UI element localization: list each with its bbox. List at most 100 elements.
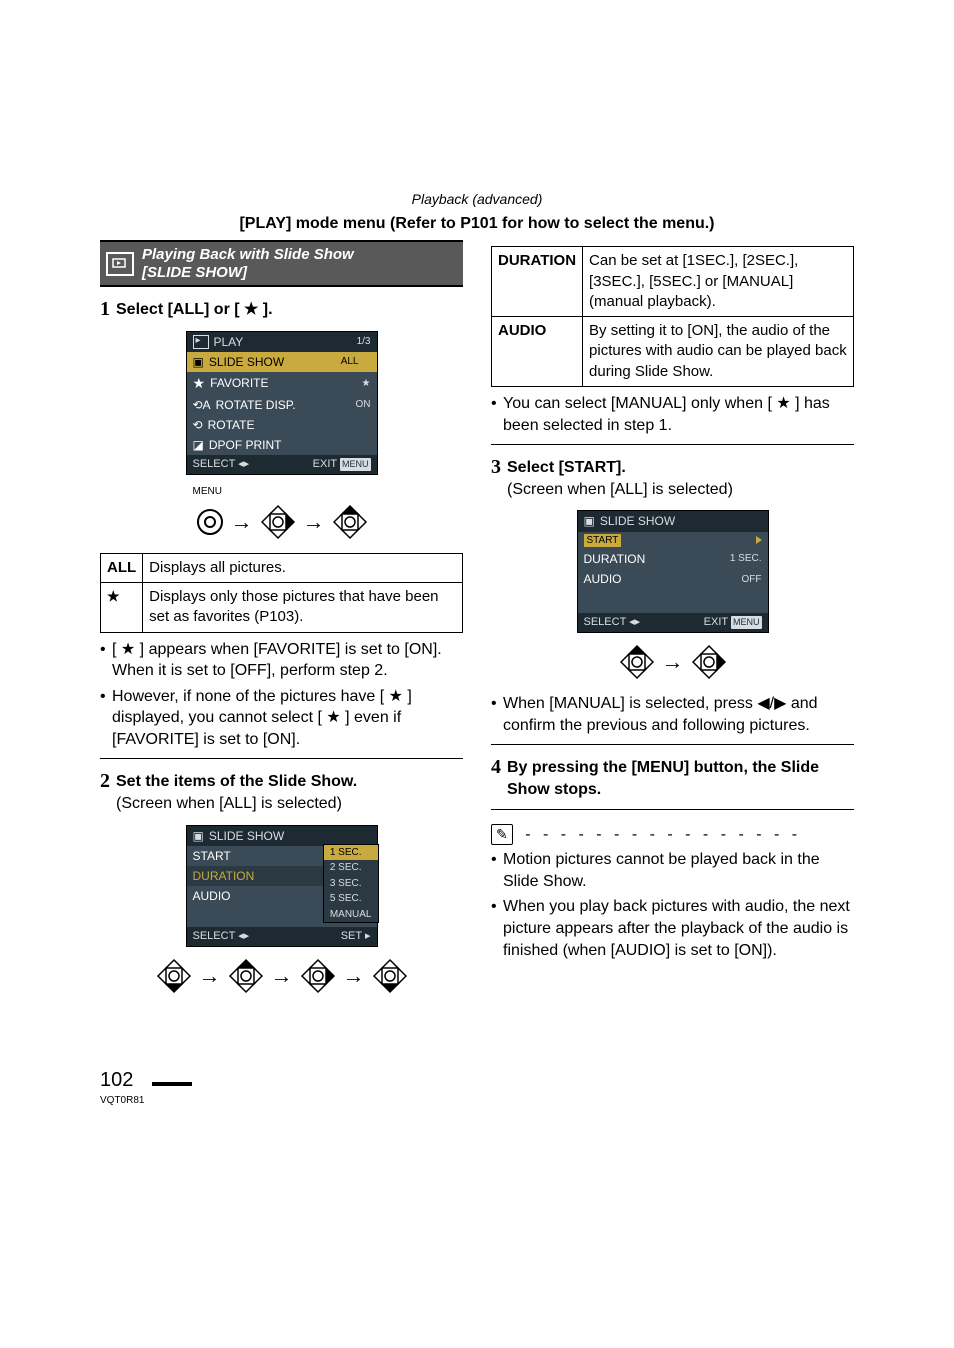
dpad-icon [299,957,337,995]
dashed-rule: - - - - - - - - - - - - - - - - [525,824,801,846]
dpad-icon [690,643,728,681]
arrow-icon [271,961,293,991]
lcd2-footer-mid: SET [341,930,362,942]
all-star-table: ALL Displays all pictures. ★ Displays on… [100,553,463,633]
step-3: 3 Select [START]. (Screen when [ALL] is … [491,457,854,500]
nav-pad-sequence-1 [187,503,377,541]
step1-notes: [ ★ ] appears when [FAVORITE] is set to … [100,639,463,751]
def-key-star: ★ [101,583,143,633]
feature-title-1: Playing Back with Slide Show [142,246,354,263]
arrow-icon [343,961,365,991]
param-key-0: DURATION [492,247,583,317]
section-header: Playback (advanced) [100,190,854,209]
lcd1-row3: ROTATE [208,417,255,433]
step-3-text: Select [START]. [507,459,626,476]
rotate-icon: ⟲ [193,417,203,433]
step-2-num: 2 [100,771,110,791]
lcd2-row1: DURATION [193,868,255,884]
nav-pad-sequence-2 [100,957,463,995]
param-table: DURATION Can be set at [1SEC.], [2SEC.],… [491,246,854,387]
nav-pad-sequence-3 [491,643,854,681]
menu-badge-icon: MENU [731,616,762,628]
step-1-num: 1 [100,299,110,319]
step-4: 4 By pressing the [MENU] button, the Sli… [491,757,854,800]
lcd1-row0: SLIDE SHOW [209,354,284,370]
note-0: Motion pictures cannot be played back in… [491,849,854,892]
feature-title-2: [SLIDE SHOW] [142,264,354,281]
lcd3-title: SLIDE SHOW [600,513,675,529]
submenu-3: 5 SEC. [324,891,378,907]
param-val-1: By setting it to [ON], the audio of the … [583,317,854,387]
lcd3-row1-val: 1 SEC. [730,552,762,566]
lcd3-row2: AUDIO [584,571,622,587]
note-icon: ✎ [491,824,513,845]
dpad-icon [371,957,409,995]
dpad-icon [259,503,297,541]
rotate-disp-icon: ⟲A [193,397,211,413]
note-header: ✎ - - - - - - - - - - - - - - - - [491,824,854,846]
lcd1-page: 1/3 [357,335,371,349]
lcd1-row0-val: ALL [341,355,359,369]
step3-note: When [MANUAL] is selected, press ◀/▶ and… [491,693,854,736]
dpad-icon [227,957,265,995]
step-2-sub: (Screen when [ALL] is selected) [116,793,357,815]
lcd-slideshow-start: ▣ SLIDE SHOW START DURATION 1 SEC. AUDIO… [577,510,769,633]
step-1-text: Select [ALL] or [ ★ ]. [116,299,273,321]
param-note-list: You can select [MANUAL] only when [ ★ ] … [491,393,854,436]
lcd3-row2-val: OFF [742,573,762,587]
lcd-slideshow-settings: ▣ SLIDE SHOW START DURATION AUDIO 1 SEC.… [186,825,378,947]
step-4-num: 4 [491,757,501,777]
submenu-0: 1 SEC. [324,845,378,861]
doc-code: VQT0R81 [100,1094,144,1108]
arrow-icon [231,507,253,537]
lcd-play-menu: PLAY 1/3 ▣ SLIDE SHOW ALL ★ FAVORITE ★ ⟲… [186,331,378,476]
divider [491,744,854,745]
lcd2-row0: START [193,848,231,864]
step-4-text: By pressing the [MENU] button, the Slide… [507,757,854,800]
lcd3-row1: DURATION [584,551,646,567]
submenu-1: 2 SEC. [324,860,378,876]
arrow-icon [662,647,684,677]
arrow-icon [199,961,221,991]
slideshow-title-icon: ▣ [193,828,204,844]
step-2-text: Set the items of the Slide Show. [116,773,357,790]
menu-button-icon [195,507,225,537]
duration-submenu: 1 SEC. 2 SEC. 3 SEC. 5 SEC. MANUAL [323,844,379,924]
lcd3-footer-right: EXIT [704,616,728,628]
note-1: When you play back pictures with audio, … [491,896,854,961]
lcd1-row1-val: ★ [362,377,371,391]
lcd1-row2-val: ON [356,398,371,412]
lcd1-footer-right: EXIT [313,458,337,470]
lcd1-row1: FAVORITE [210,375,268,391]
step-3-sub: (Screen when [ALL] is selected) [507,479,733,501]
chevron-right-icon [756,536,762,544]
param-key-1: AUDIO [492,317,583,387]
feature-title-band: Playing Back with Slide Show [SLIDE SHOW… [100,240,463,287]
lcd1-title: PLAY [214,334,244,350]
step3-notes: When [MANUAL] is selected, press ◀/▶ and… [491,693,854,736]
step1-note-1: However, if none of the pictures have [ … [100,686,463,751]
lcd2-footer-left: SELECT [193,930,236,942]
param-val-0: Can be set at [1SEC.], [2SEC.], [3SEC.],… [583,247,854,317]
slideshow-icon [106,252,134,276]
lcd1-row4: DPOF PRINT [209,437,282,453]
def-key-all: ALL [101,553,143,582]
general-notes: Motion pictures cannot be played back in… [491,849,854,961]
lcd3-row0: START [584,534,622,548]
lcd2-row2: AUDIO [193,888,231,904]
play-mode-icon [193,335,209,349]
divider [491,809,854,810]
slideshow-title-icon: ▣ [584,513,595,529]
step-2: 2 Set the items of the Slide Show. (Scre… [100,771,463,814]
star-icon: ★ [193,374,206,393]
divider [100,758,463,759]
chevron-right-icon [365,358,371,366]
page-footer: 102 VQT0R81 [100,1067,854,1108]
slideshow-row-icon: ▣ [193,354,204,370]
step-1: 1 Select [ALL] or [ ★ ]. [100,299,463,321]
lcd1-footer-left: SELECT [193,458,236,470]
footer-bar [152,1082,192,1086]
menu-badge-icon: MENU [340,458,371,470]
def-val-star: Displays only those pictures that have b… [143,583,463,633]
lcd3-footer-left: SELECT [584,616,627,628]
